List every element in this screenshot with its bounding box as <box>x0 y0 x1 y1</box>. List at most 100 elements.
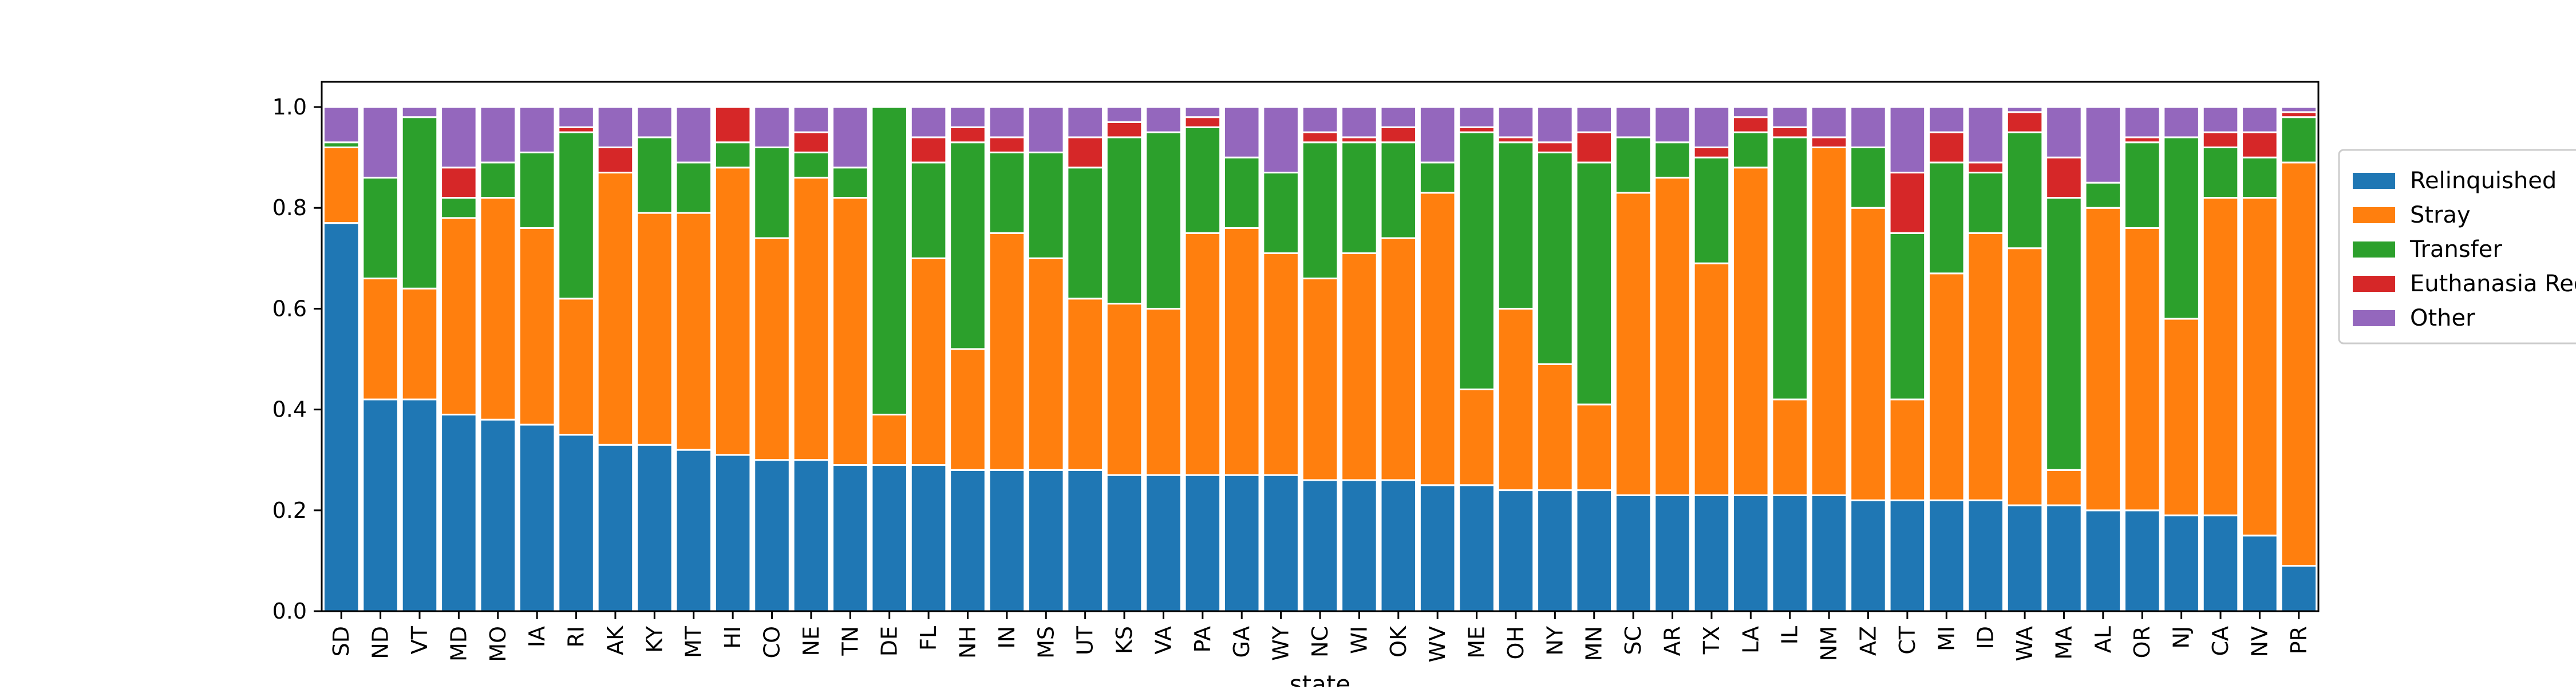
bar-segment-wy-stray <box>1262 252 1299 476</box>
bar-segment-nj-other <box>2163 106 2200 138</box>
bar-segment-pa-other <box>1184 106 1222 118</box>
x-tick-label-il: IL <box>1777 626 1803 644</box>
y-axis: 0.0 0.2 0.4 0.6 0.8 1.0 <box>272 94 322 624</box>
bar-segment-md-relinquished <box>440 413 477 612</box>
x-tick-label-de: DE <box>877 626 902 656</box>
bar-segment-de-relinquished <box>871 464 908 612</box>
x-tick-label-ri: RI <box>564 626 589 648</box>
bar-segment-or-transfer <box>2123 141 2161 229</box>
bar-segment-ms-other <box>1027 106 1065 153</box>
bar-segment-nh-euthanasia-requested <box>949 126 986 144</box>
bar-segment-co-stray <box>753 237 791 461</box>
bar-segment-va-relinquished <box>1145 474 1182 612</box>
bar-segment-wi-other <box>1341 106 1378 138</box>
bar-segment-wi-transfer <box>1341 141 1378 255</box>
bar-segment-ia-relinquished <box>518 423 556 612</box>
bar-segment-az-transfer <box>1850 146 1887 209</box>
bar-segment-tn-other <box>832 106 869 169</box>
bar-segment-ny-other <box>1536 106 1574 144</box>
x-tick-label-ks: KS <box>1112 626 1137 654</box>
bar-segment-ky-other <box>636 106 673 138</box>
x-tick-label-wa: WA <box>2012 626 2037 662</box>
x-tick-label-ky: KY <box>642 625 667 653</box>
bar-segment-wa-transfer <box>2006 131 2044 250</box>
bar-segment-ar-stray <box>1654 176 1691 496</box>
bar-segment-fl-transfer <box>910 161 947 259</box>
bar-segment-nd-relinquished <box>362 398 399 612</box>
x-tick-label-sc: SC <box>1621 626 1646 655</box>
bar-segment-oh-relinquished <box>1497 489 1535 612</box>
y-tick-label: 0.0 <box>272 599 307 624</box>
bar-segment-nh-other <box>949 106 986 128</box>
bar-segment-tn-stray <box>832 197 869 466</box>
bar-segment-nv-stray <box>2241 197 2278 537</box>
bar-segment-id-euthanasia-requested <box>1967 161 2004 174</box>
bar-segment-va-transfer <box>1145 131 1182 310</box>
legend-swatch-relinquished <box>2353 173 2395 189</box>
bar-segment-id-transfer <box>1967 172 2004 234</box>
legend-label-other: Other <box>2410 305 2475 331</box>
x-tick-label-wv: WV <box>1425 626 1450 663</box>
bar-segment-il-relinquished <box>1771 494 1808 612</box>
bar-segment-ak-other <box>596 106 634 149</box>
bar-segment-ks-stray <box>1105 303 1143 476</box>
x-tick-label-ms: MS <box>1033 626 1058 659</box>
bar-segment-mt-relinquished <box>675 449 712 612</box>
bar-segment-ne-euthanasia-requested <box>792 131 830 153</box>
bar-segment-ks-transfer <box>1105 136 1143 305</box>
bar-segment-ga-other <box>1223 106 1261 159</box>
bar-segment-ut-stray <box>1066 298 1104 471</box>
x-tick-label-ny: NY <box>1542 625 1567 655</box>
bar-segment-il-stray <box>1771 398 1808 496</box>
legend-box <box>2338 149 2576 344</box>
bar-segment-mn-euthanasia-requested <box>1575 131 1613 164</box>
x-tick-label-nj: NJ <box>2169 626 2194 649</box>
bar-segment-ca-stray <box>2202 197 2239 517</box>
bar-segment-mi-other <box>1928 106 1965 133</box>
bar-segment-ne-other <box>792 106 830 133</box>
bar-segment-nh-stray <box>949 348 986 471</box>
bar-segment-wi-relinquished <box>1341 479 1378 612</box>
bar-segment-co-transfer <box>753 146 791 239</box>
bar-segment-va-stray <box>1145 307 1182 476</box>
bar-segment-mn-transfer <box>1575 161 1613 406</box>
x-tick-label-tn: TN <box>837 626 863 656</box>
bar-segment-md-stray <box>440 217 477 415</box>
bar-segment-ca-euthanasia-requested <box>2202 131 2239 149</box>
bar-segment-ne-transfer <box>792 151 830 179</box>
bar-segment-wv-other <box>1419 106 1456 164</box>
bar-segment-hi-stray <box>714 167 752 456</box>
bar-segment-nj-stray <box>2163 318 2200 517</box>
bar-segment-nv-other <box>2241 106 2278 133</box>
bar-segment-sc-transfer <box>1614 136 1652 194</box>
bar-segment-nd-transfer <box>362 176 399 280</box>
bar-segment-ct-euthanasia-requested <box>1888 172 1926 234</box>
bar-segment-nm-relinquished <box>1810 494 1848 612</box>
bar-segment-ok-transfer <box>1380 141 1417 239</box>
y-tick-label: 0.6 <box>272 296 307 321</box>
bar-segment-nv-euthanasia-requested <box>2241 131 2278 159</box>
bar-segment-hi-transfer <box>714 141 752 169</box>
bar-segment-nc-euthanasia-requested <box>1301 131 1339 144</box>
bar-segment-ok-euthanasia-requested <box>1380 126 1417 144</box>
bar-segment-ne-stray <box>792 176 830 461</box>
y-tick-label: 0.8 <box>272 195 307 220</box>
bar-segment-mt-stray <box>675 212 712 451</box>
bar-segment-al-transfer <box>2084 181 2122 209</box>
y-tick-label: 0.2 <box>272 498 307 523</box>
bar-segment-nc-other <box>1301 106 1339 133</box>
bar-segment-pr-transfer <box>2280 116 2318 164</box>
bar-segment-nj-relinquished <box>2163 514 2200 612</box>
bar-segment-ok-relinquished <box>1380 479 1417 612</box>
bar-segment-mn-relinquished <box>1575 489 1613 612</box>
bar-segment-ma-other <box>2045 106 2083 159</box>
bar-segment-ny-stray <box>1536 363 1574 492</box>
x-tick-label-pr: PR <box>2286 626 2312 654</box>
bar-segment-sc-stray <box>1614 192 1652 496</box>
bar-segment-wy-relinquished <box>1262 474 1299 612</box>
bar-segment-nc-stray <box>1301 278 1339 481</box>
bar-segment-ct-stray <box>1888 398 1926 501</box>
bar-segment-mt-other <box>675 106 712 164</box>
bar-segment-ok-stray <box>1380 237 1417 481</box>
legend-label-stray: Stray <box>2410 202 2471 228</box>
